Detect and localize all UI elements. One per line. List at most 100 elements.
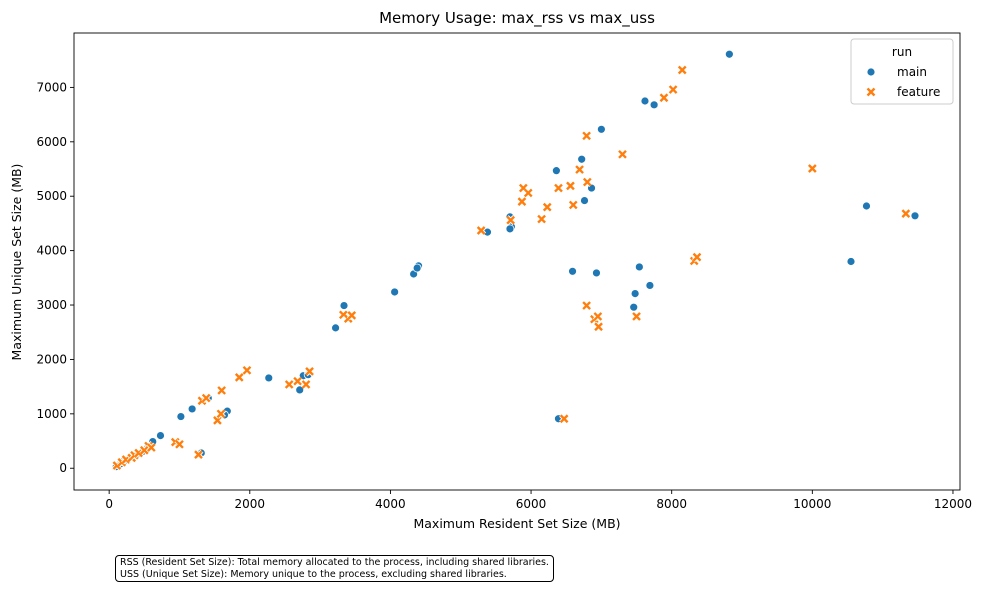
point-feature	[505, 215, 516, 226]
point-main	[577, 154, 587, 164]
marker-stroke	[293, 376, 302, 386]
footnote-rss: RSS (Resident Set Size): Total memory al…	[120, 557, 549, 568]
y-tick-label: 0	[59, 461, 67, 475]
x-tick-label: 10000	[793, 497, 831, 511]
point-main	[551, 166, 561, 176]
point-main	[187, 404, 197, 414]
point-feature	[542, 202, 553, 213]
marker-stroke	[506, 215, 516, 225]
legend-marker-feature	[866, 87, 876, 97]
point-main	[390, 287, 400, 297]
point-main	[629, 302, 639, 312]
marker-stroke	[559, 414, 569, 424]
marker-stroke	[234, 373, 244, 382]
point-feature	[304, 366, 315, 377]
marker-stroke	[523, 188, 533, 198]
point-feature	[234, 372, 245, 383]
marker-stroke	[901, 209, 911, 218]
point-feature	[292, 376, 303, 387]
x-tick-label: 12000	[934, 497, 972, 511]
series-feature	[111, 65, 911, 471]
marker-stroke	[301, 380, 311, 389]
marker-stroke	[594, 322, 603, 332]
point-feature	[593, 321, 604, 332]
footnote-uss: USS (Unique Set Size): Memory unique to …	[120, 568, 507, 580]
point-feature	[146, 442, 157, 453]
legend-label-main: main	[897, 65, 927, 79]
marker-stroke	[677, 65, 687, 75]
marker-stroke	[147, 443, 156, 452]
x-axis-label: Maximum Resident Set Size (MB)	[413, 516, 620, 531]
point-main	[580, 196, 589, 205]
point-feature	[668, 84, 679, 95]
point-main	[846, 257, 856, 266]
point-feature	[574, 164, 585, 175]
x-tick-label: 0	[105, 497, 113, 511]
point-main	[649, 100, 659, 110]
point-feature	[581, 300, 592, 311]
point-feature	[553, 183, 564, 194]
point-feature	[284, 379, 295, 390]
point-feature	[658, 92, 669, 103]
marker-stroke	[284, 380, 294, 389]
point-feature	[216, 385, 227, 396]
point-feature	[568, 199, 579, 210]
marker-stroke	[347, 311, 357, 320]
point-feature	[565, 180, 576, 191]
point-feature	[900, 208, 911, 219]
y-tick-label: 2000	[36, 352, 67, 366]
point-feature	[677, 65, 688, 75]
marker-stroke	[242, 365, 252, 375]
point-main	[645, 281, 655, 290]
y-tick-label: 1000	[36, 407, 67, 421]
point-main	[634, 262, 644, 272]
marker-stroke	[659, 93, 669, 103]
y-tick-label: 4000	[36, 244, 67, 258]
legend-title: run	[892, 45, 912, 59]
marker-stroke	[305, 367, 314, 376]
point-main	[176, 412, 186, 421]
point-main	[640, 96, 650, 106]
point-feature	[193, 449, 204, 460]
point-feature	[559, 413, 570, 424]
point-main	[331, 323, 340, 333]
point-feature	[582, 177, 593, 188]
marker-stroke	[217, 386, 227, 395]
marker-stroke	[542, 202, 552, 212]
point-main	[630, 289, 640, 298]
marker-stroke	[807, 164, 817, 173]
footnote-box: RSS (Resident Set Size): Total memory al…	[115, 555, 554, 582]
point-feature	[592, 311, 603, 322]
marker-stroke	[537, 214, 546, 224]
marker-stroke	[582, 301, 591, 310]
point-feature	[476, 225, 487, 236]
marker-stroke	[668, 85, 678, 94]
point-main	[910, 211, 920, 221]
marker-stroke	[476, 226, 486, 235]
point-feature	[536, 214, 547, 225]
y-tick-label: 3000	[36, 298, 67, 312]
legend-label-feature: feature	[897, 85, 940, 99]
marker-stroke	[632, 312, 641, 321]
point-main	[724, 49, 734, 59]
point-main	[412, 263, 422, 273]
point-feature	[523, 187, 534, 198]
marker-stroke	[866, 87, 876, 97]
marker-stroke	[593, 312, 603, 321]
point-feature	[301, 379, 312, 390]
point-feature	[631, 311, 642, 322]
legend: run main feature	[850, 38, 954, 105]
marker-stroke	[575, 165, 584, 174]
x-tick-label: 2000	[235, 497, 266, 511]
point-feature	[807, 163, 818, 174]
marker-stroke	[194, 450, 203, 459]
marker-stroke	[216, 409, 226, 419]
series-main	[111, 49, 920, 472]
legend-box	[850, 38, 954, 105]
point-feature	[174, 439, 185, 450]
marker-stroke	[568, 200, 578, 210]
y-tick-label: 7000	[36, 80, 67, 94]
y-tick-label: 6000	[36, 135, 67, 149]
point-main	[156, 431, 165, 440]
point-main	[339, 301, 349, 310]
